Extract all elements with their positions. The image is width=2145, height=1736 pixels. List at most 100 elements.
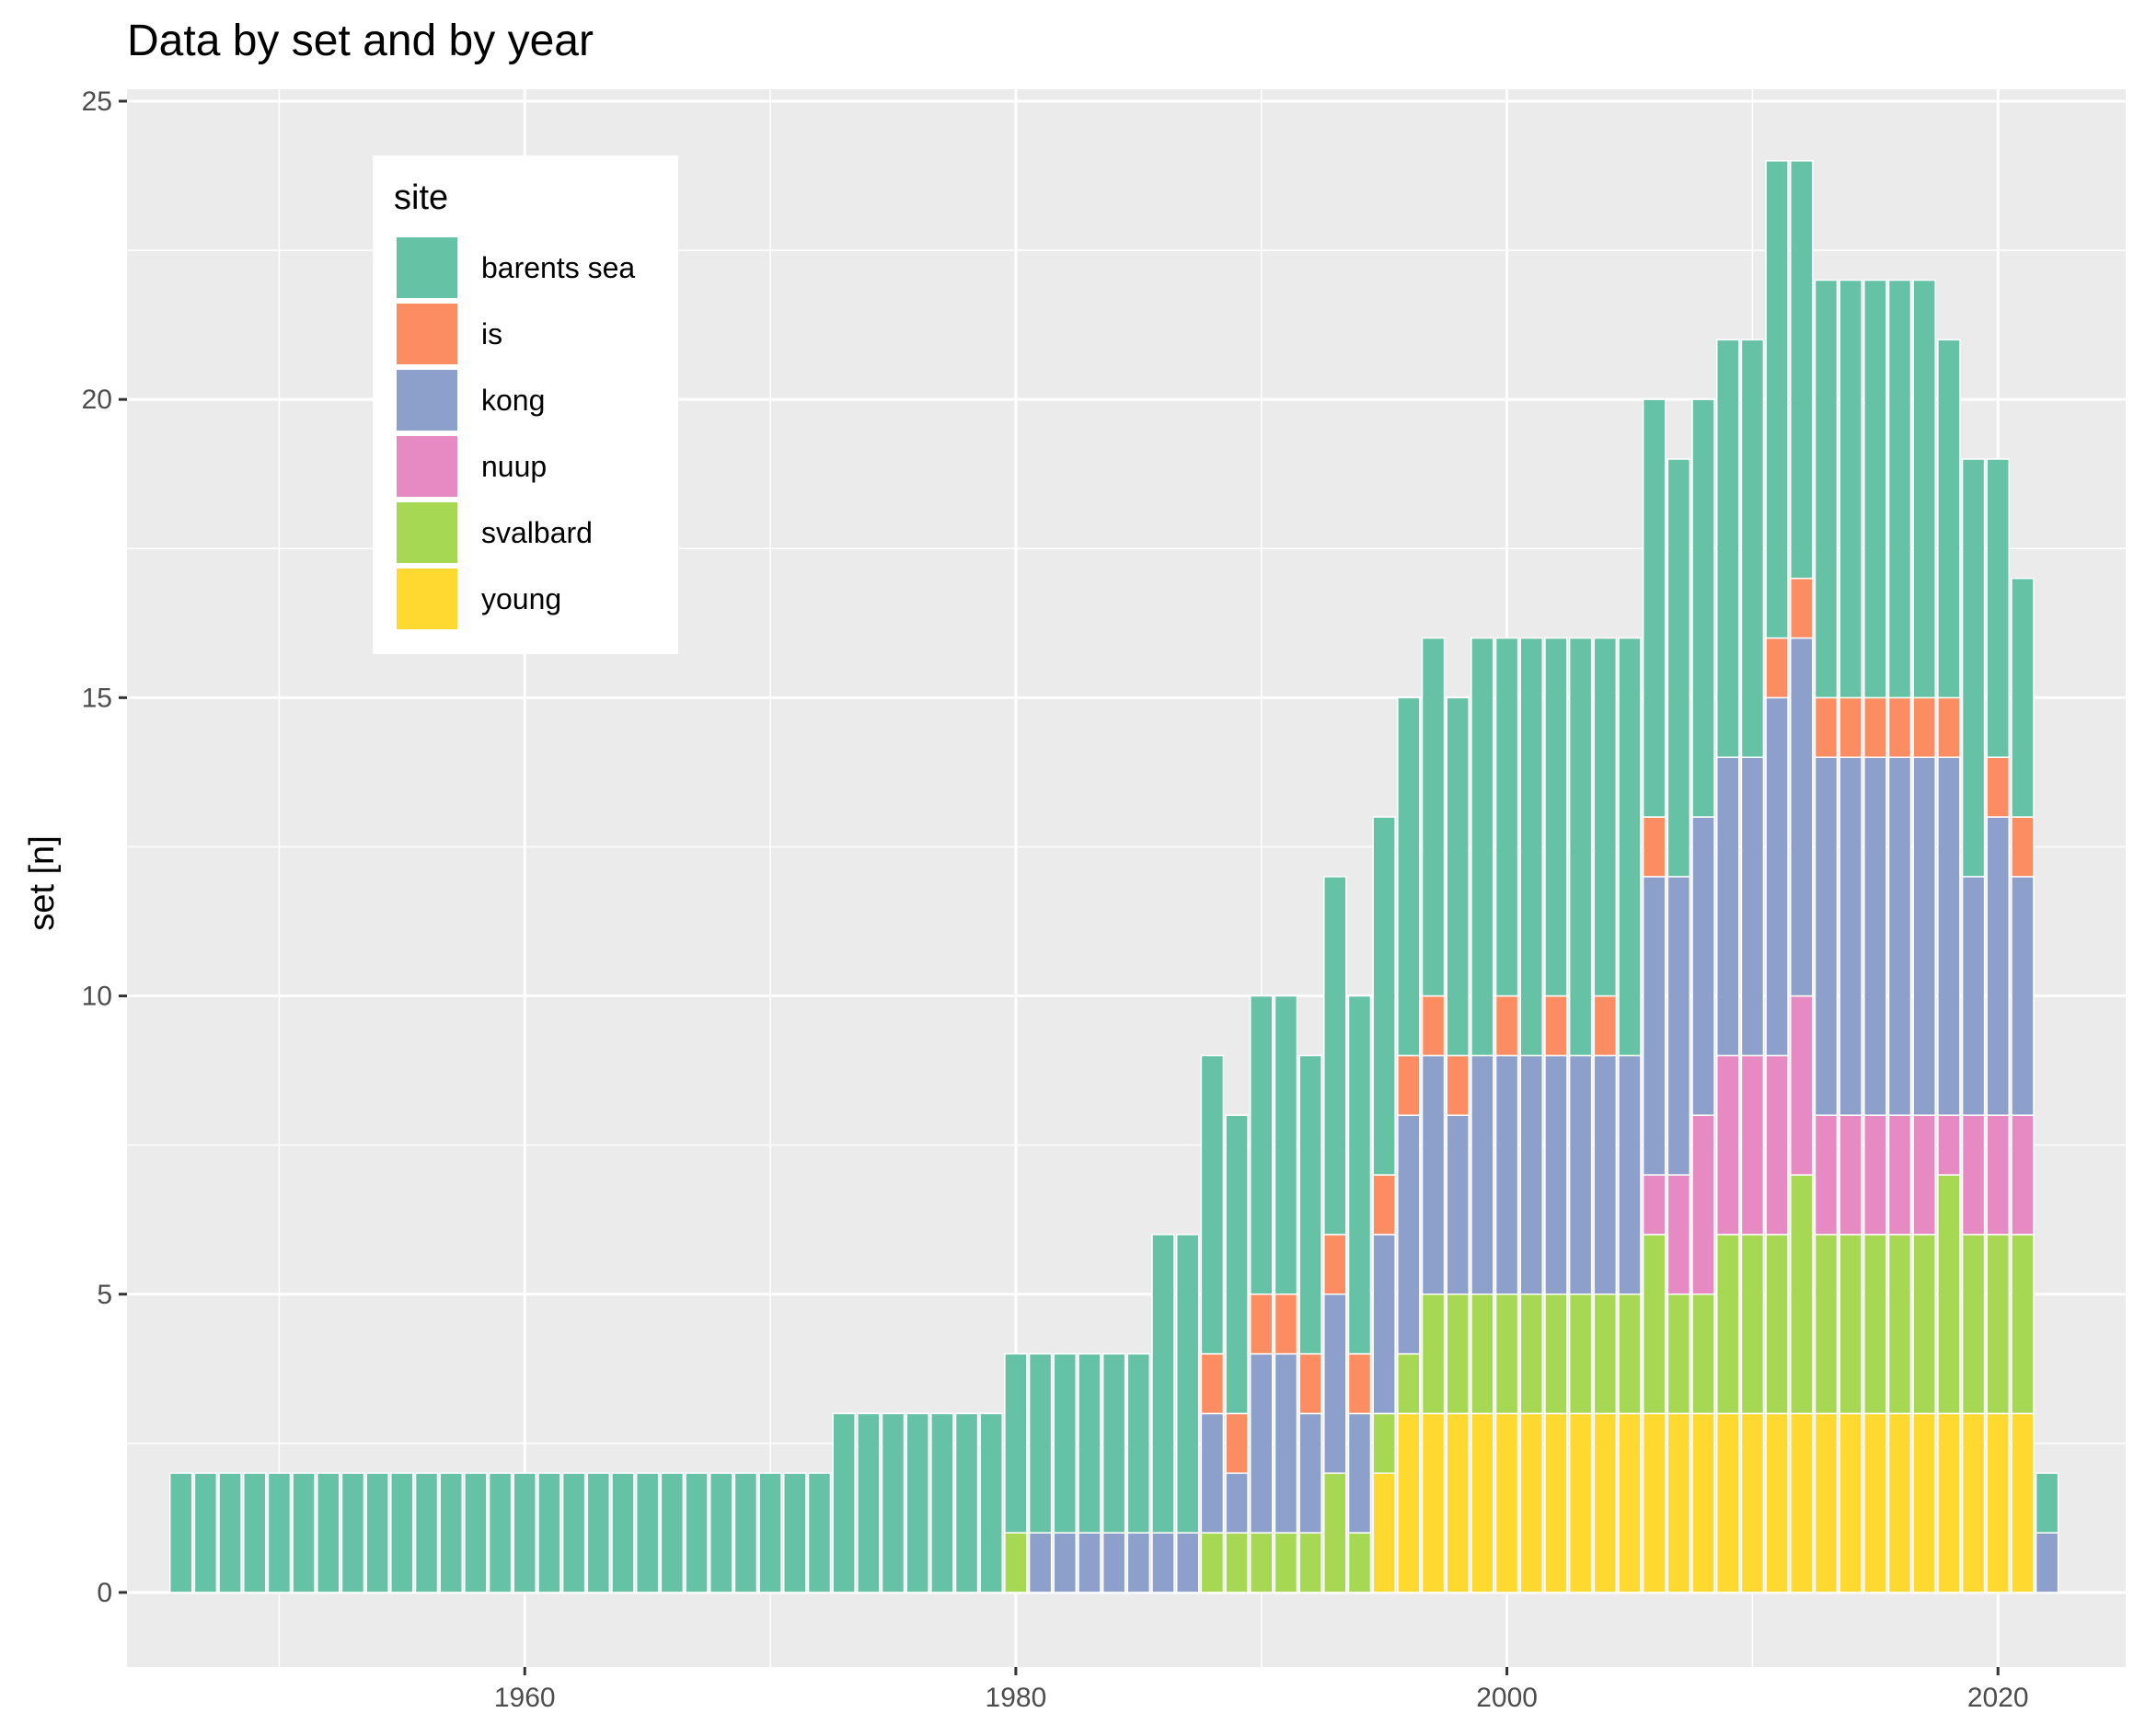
legend-label-svalbard: svalbard	[481, 516, 593, 549]
bar-segment-barents-sea-1950	[267, 1472, 292, 1593]
bar-segment-svalbard-2012	[1790, 1174, 1814, 1415]
bar-segment-svalbard-2000	[1494, 1293, 1519, 1415]
bar-segment-barents-sea-1977	[930, 1412, 954, 1593]
bar-segment-nuup-2009	[1715, 1054, 1740, 1236]
bar-segment-kong-2004	[1593, 1054, 1618, 1295]
bar-segment-kong-2005	[1618, 1054, 1642, 1295]
bar-segment-barents-sea-1974	[857, 1412, 881, 1593]
bar-segment-is-1996	[1397, 1054, 1421, 1116]
legend-label-is: is	[481, 317, 502, 351]
bar-segment-is-2021	[2011, 816, 2035, 878]
bar-segment-svalbard-2007	[1666, 1293, 1691, 1415]
bar-segment-young-1997	[1421, 1412, 1446, 1593]
legend-title: site	[394, 178, 448, 217]
bar-segment-kong-2000	[1494, 1054, 1519, 1295]
bar-segment-svalbard-2013	[1814, 1234, 1839, 1415]
y-tick-label: 5	[97, 1280, 112, 1310]
bar-segment-young-2001	[1519, 1412, 1544, 1593]
bar-segment-is-2016	[1887, 696, 1912, 758]
bar-segment-young-1996	[1397, 1412, 1421, 1593]
bar-segment-svalbard-2016	[1887, 1234, 1912, 1415]
bar-segment-barents-sea-1961	[537, 1472, 561, 1593]
bar-segment-barents-sea-2009	[1715, 339, 1740, 758]
bar-segment-svalbard-2010	[1740, 1234, 1765, 1415]
bar-segment-young-2018	[1937, 1412, 1961, 1593]
bar-segment-young-2000	[1494, 1412, 1519, 1593]
bar-segment-nuup-2006	[1642, 1174, 1666, 1236]
bar-segment-young-2002	[1544, 1412, 1568, 1593]
bar-segment-young-2010	[1740, 1412, 1765, 1593]
bar-segment-kong-2013	[1814, 756, 1839, 1116]
bar-segment-kong-2019	[1961, 876, 1986, 1116]
bar-segment-young-2016	[1887, 1412, 1912, 1593]
bar-segment-barents-sea-1966	[660, 1472, 685, 1593]
bar-segment-svalbard-1980	[1004, 1532, 1028, 1593]
bar-segment-kong-2002	[1544, 1054, 1568, 1295]
y-tick-label: 15	[82, 683, 112, 713]
bar-segment-young-2020	[1986, 1412, 2011, 1593]
bar-segment-nuup-2018	[1937, 1114, 1961, 1176]
bar-segment-barents-sea-1991	[1274, 994, 1298, 1295]
legend-key-nuup	[395, 434, 459, 499]
bar-segment-svalbard-1989	[1225, 1532, 1249, 1593]
bar-segment-svalbard-1993	[1323, 1472, 1347, 1593]
bar-segment-kong-2015	[1863, 756, 1887, 1116]
bar-segment-is-2014	[1839, 696, 1862, 758]
bar-segment-barents-sea-1960	[513, 1472, 537, 1593]
bar-segment-kong-2012	[1790, 637, 1814, 997]
bar-segment-svalbard-1999	[1470, 1293, 1494, 1415]
bar-segment-young-2013	[1814, 1412, 1839, 1593]
bar-segment-kong-1999	[1470, 1054, 1494, 1295]
bar-segment-barents-sea-1982	[1053, 1352, 1078, 1534]
bar-segment-is-2006	[1642, 816, 1666, 878]
bar-segment-barents-sea-2002	[1544, 637, 1568, 997]
legend-key-kong	[395, 368, 459, 432]
bar-segment-barents-sea-2019	[1961, 458, 1986, 878]
bar-segment-kong-1989	[1225, 1472, 1249, 1534]
bar-segment-svalbard-2020	[1986, 1234, 2011, 1415]
y-tick-label: 10	[82, 982, 112, 1012]
bar-segment-nuup-2010	[1740, 1054, 1765, 1236]
bar-segment-barents-sea-1999	[1470, 637, 1494, 1057]
bar-segment-barents-sea-2010	[1740, 339, 1765, 758]
bar-segment-kong-1990	[1249, 1352, 1274, 1534]
bar-segment-barents-sea-1951	[292, 1472, 316, 1593]
bar-segment-young-1995	[1372, 1472, 1396, 1593]
bar-segment-svalbard-2002	[1544, 1293, 1568, 1415]
bar-segment-svalbard-1988	[1200, 1532, 1225, 1593]
bar-segment-is-1991	[1274, 1293, 1298, 1355]
bar-segment-barents-sea-1957	[439, 1472, 463, 1593]
bar-segment-is-1997	[1421, 994, 1446, 1057]
bar-segment-barents-sea-1986	[1151, 1234, 1175, 1534]
bar-segment-barents-sea-1997	[1421, 637, 1446, 997]
bar-segment-svalbard-2021	[2011, 1234, 2035, 1415]
bar-segment-is-1992	[1298, 1352, 1322, 1415]
bar-segment-is-1990	[1249, 1293, 1274, 1355]
bar-segment-barents-sea-1975	[881, 1412, 905, 1593]
bar-segment-nuup-2012	[1790, 994, 1814, 1176]
bar-segment-svalbard-2017	[1912, 1234, 1936, 1415]
bar-segment-is-2018	[1937, 696, 1961, 758]
bar-segment-barents-sea-1948	[218, 1472, 242, 1593]
bar-segment-nuup-2019	[1961, 1114, 1986, 1236]
bar-segment-svalbard-2019	[1961, 1234, 1986, 1415]
legend-key-is	[395, 302, 459, 366]
bar-segment-nuup-2013	[1814, 1114, 1839, 1236]
bar-segment-barents-sea-2021	[2011, 577, 2035, 818]
bar-segment-barents-sea-1973	[832, 1412, 856, 1593]
bar-segment-is-1995	[1372, 1174, 1396, 1236]
legend: site barents sea is kong nuup svalbard young	[373, 155, 678, 654]
bar-segment-is-1998	[1446, 1054, 1470, 1116]
bar-segment-kong-1995	[1372, 1234, 1396, 1415]
x-tick-label: 2020	[1967, 1683, 2029, 1713]
bar-segment-barents-sea-1995	[1372, 816, 1396, 1176]
legend-key-svalbard	[395, 500, 459, 565]
y-axis: 0 5 10 15 20 25	[82, 86, 127, 1608]
bar-segment-is-2000	[1494, 994, 1519, 1057]
bar-segment-kong-2016	[1887, 756, 1912, 1116]
bar-segment-svalbard-1994	[1347, 1532, 1372, 1593]
bar-segment-nuup-2007	[1666, 1174, 1691, 1295]
bar-segment-barents-sea-1970	[758, 1472, 782, 1593]
bar-segment-barents-sea-1990	[1249, 994, 1274, 1295]
bar-segment-kong-2020	[1986, 816, 2011, 1116]
